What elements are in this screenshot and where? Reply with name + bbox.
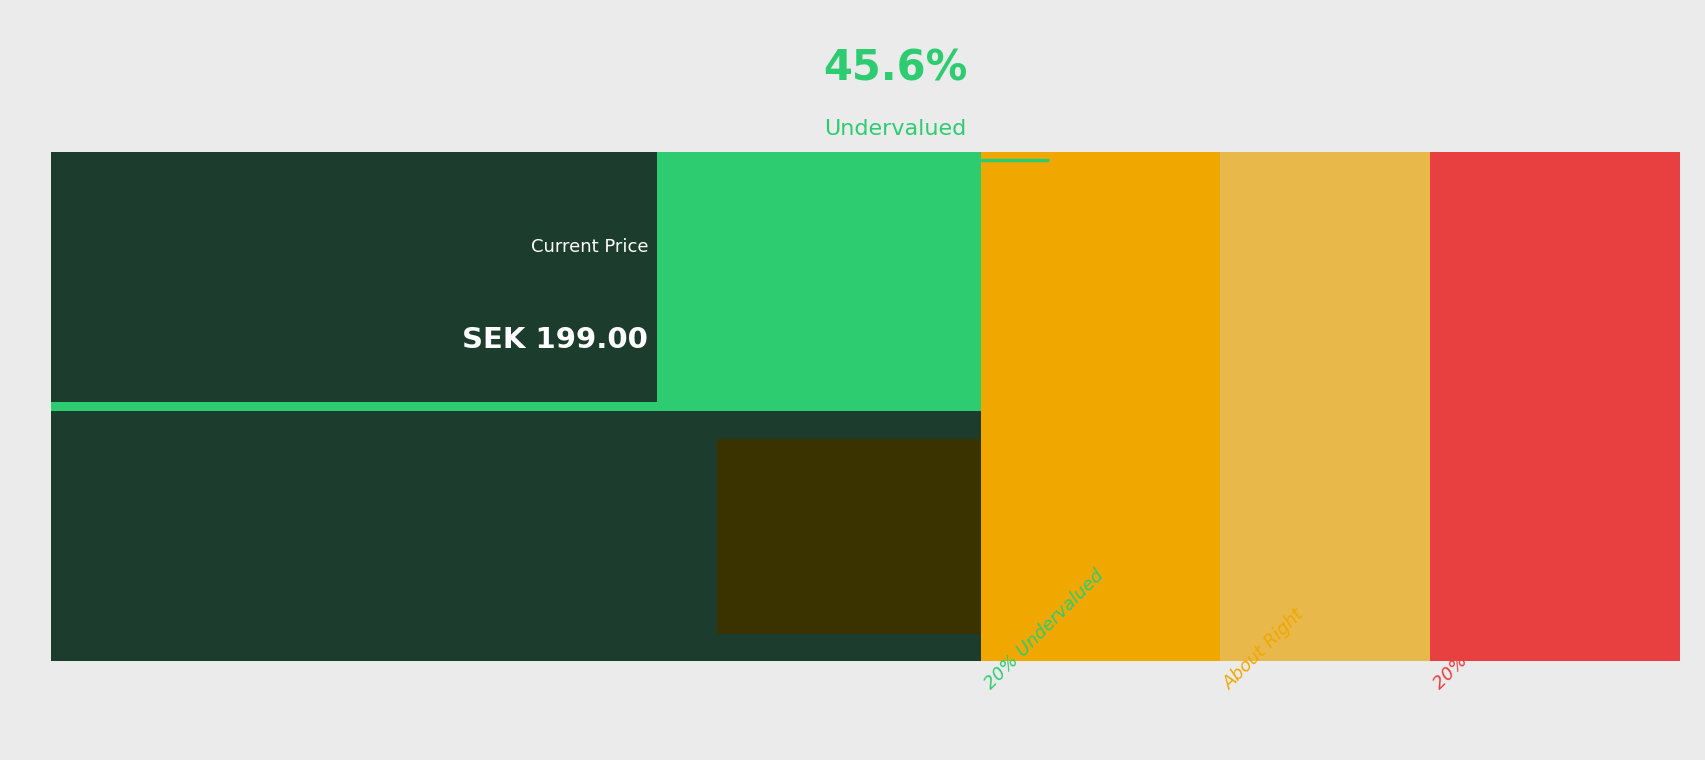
Text: SEK 365.70: SEK 365.70 [786, 565, 972, 593]
Bar [51, 411, 980, 661]
Text: Current Price: Current Price [530, 238, 648, 256]
Bar [51, 152, 980, 661]
Text: About Right: About Right [1219, 605, 1306, 693]
Text: 45.6%: 45.6% [824, 47, 967, 90]
Text: SEK 199.00: SEK 199.00 [462, 325, 648, 353]
Text: 20% Overvalued: 20% Overvalued [1429, 575, 1546, 693]
Bar [716, 439, 980, 634]
Text: Undervalued: Undervalued [824, 119, 967, 139]
Text: 20% Undervalued: 20% Undervalued [980, 566, 1107, 693]
Bar [1219, 152, 1429, 661]
Bar [51, 152, 656, 402]
Bar [980, 152, 1219, 661]
Bar [1429, 152, 1679, 661]
Text: Fair Value: Fair Value [883, 492, 972, 510]
